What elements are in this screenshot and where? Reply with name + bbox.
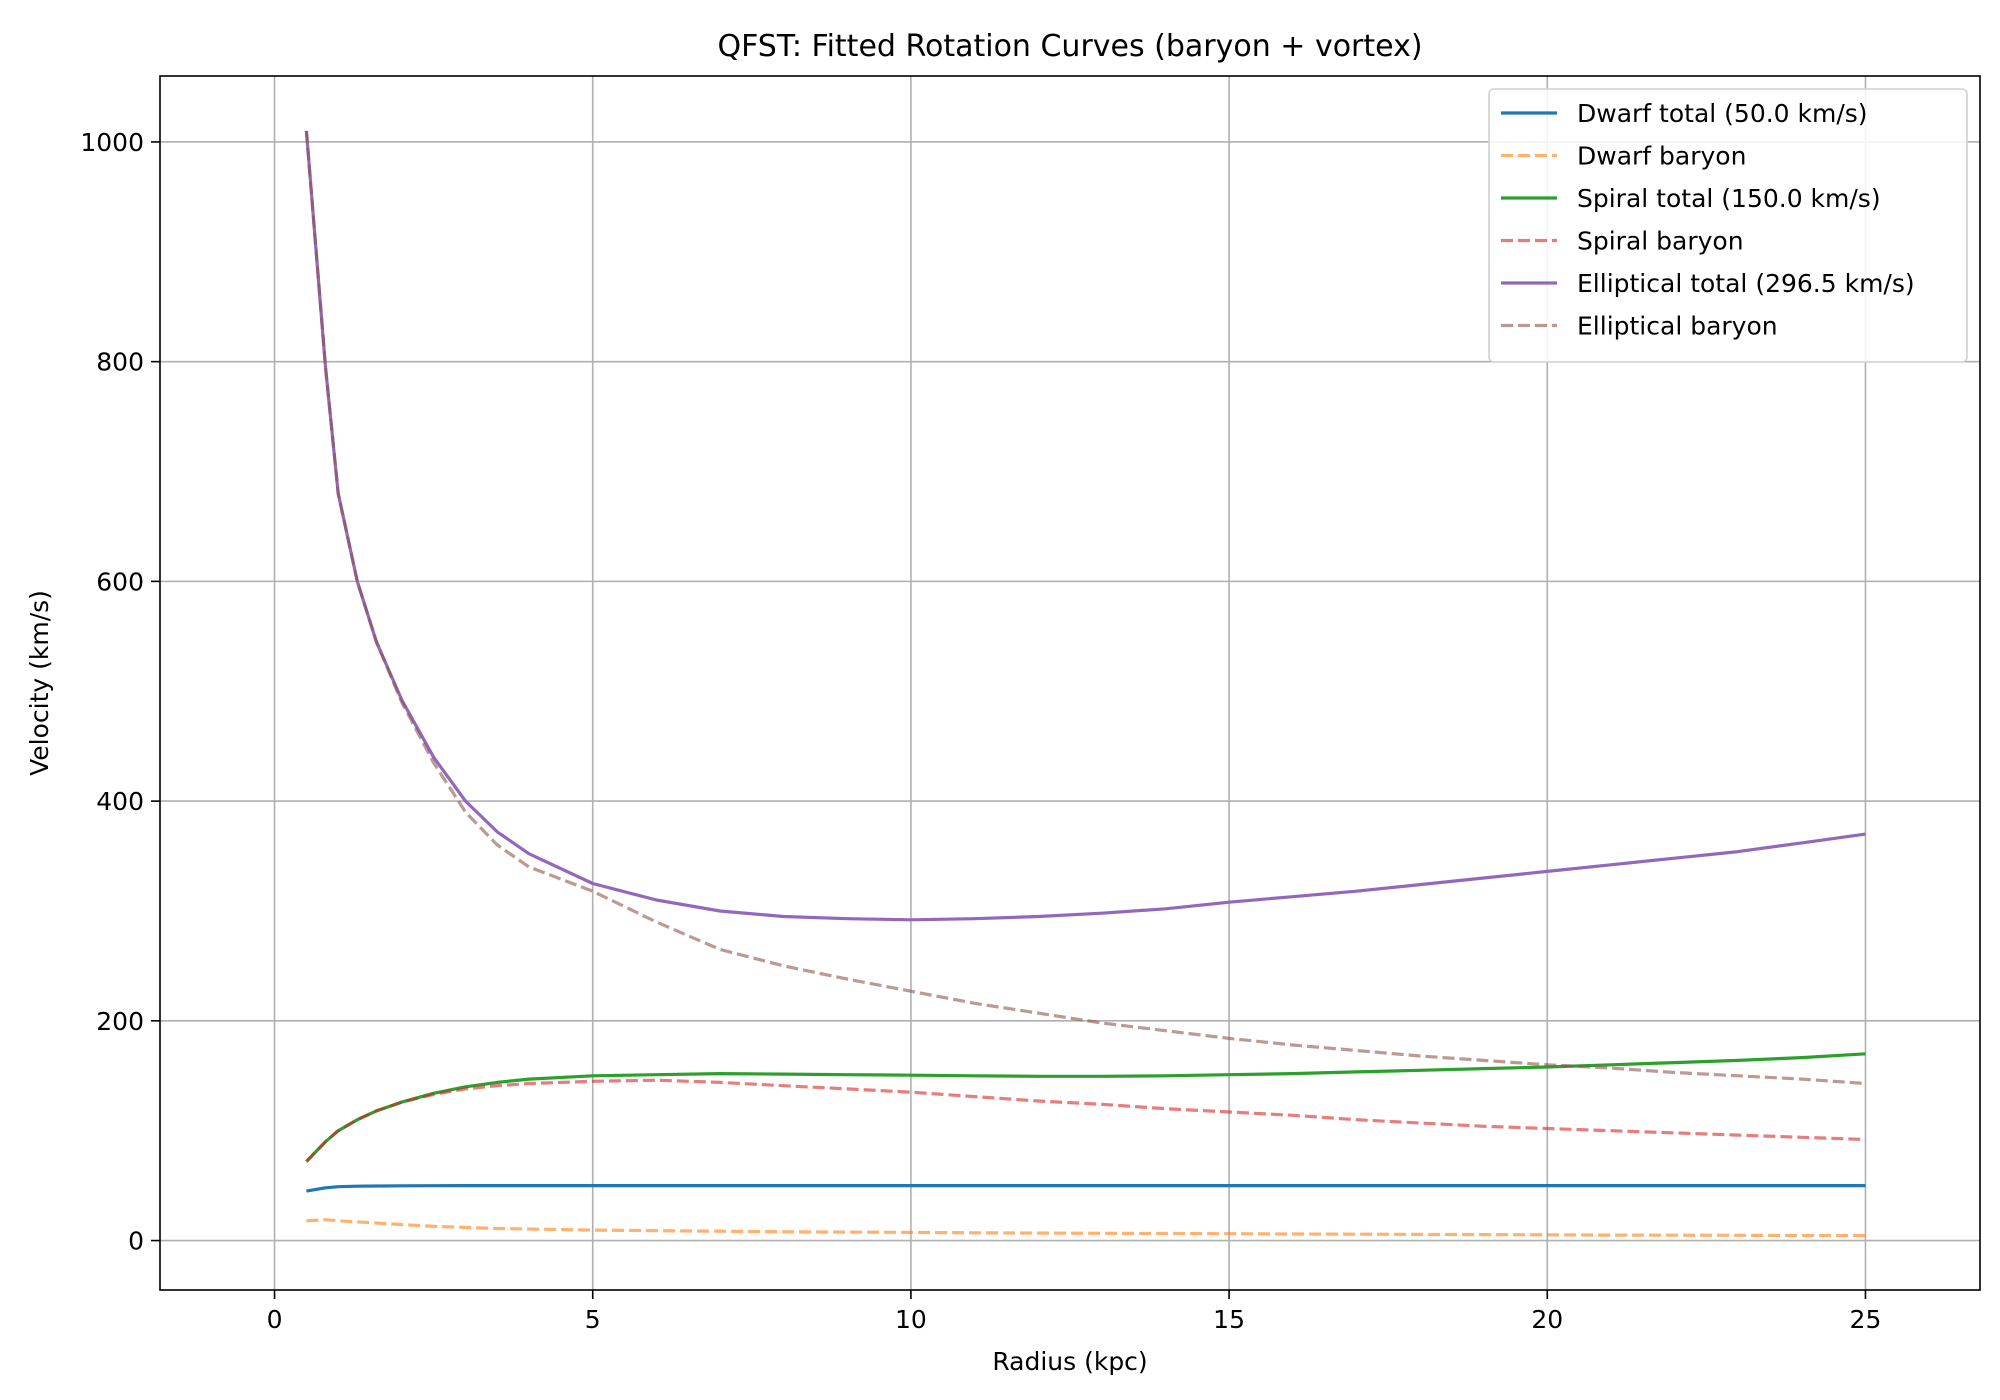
series-lines xyxy=(304,130,1866,1238)
y-axis-ticks: 0 200 400 600 800 1000 xyxy=(80,128,160,1256)
series-line-2 xyxy=(305,1052,1866,1163)
y-tick-label: 800 xyxy=(96,348,144,377)
legend-entry-label: Spiral baryon xyxy=(1577,227,1744,256)
legend-entry-label: Dwarf baryon xyxy=(1577,142,1746,171)
x-tick-label: 25 xyxy=(1850,1305,1882,1334)
plot-frame xyxy=(159,75,1981,1291)
x-tick-label: 10 xyxy=(895,1305,927,1334)
y-tick-label: 600 xyxy=(96,567,144,596)
x-axis-ticks: 0 5 10 15 20 25 xyxy=(267,1290,1882,1334)
legend-entry-label: Dwarf total (50.0 km/s) xyxy=(1577,99,1868,128)
y-tick-label: 0 xyxy=(128,1227,144,1256)
x-tick-label: 20 xyxy=(1531,1305,1563,1334)
legend-entry-label: Elliptical total (296.5 km/s) xyxy=(1577,269,1915,298)
series-line-0 xyxy=(306,1183,1866,1193)
legend-box xyxy=(1488,88,1968,363)
x-axis-label: Radius (kpc) xyxy=(992,1347,1147,1376)
series-line-1 xyxy=(306,1218,1866,1238)
x-tick-label: 15 xyxy=(1213,1305,1245,1334)
x-tick-label: 0 xyxy=(267,1305,283,1334)
y-tick-label: 1000 xyxy=(80,128,144,157)
series-line-5 xyxy=(304,130,1866,1086)
legend-entry-label: Elliptical baryon xyxy=(1577,312,1778,341)
legend: Dwarf total (50.0 km/s) Dwarf baryon Spira… xyxy=(1488,88,1968,363)
y-tick-label: 400 xyxy=(96,787,144,816)
series-line-3 xyxy=(305,1078,1866,1163)
y-axis-label: Velocity (km/s) xyxy=(25,590,54,776)
y-tick-label: 200 xyxy=(96,1007,144,1036)
x-tick-label: 5 xyxy=(585,1305,601,1334)
legend-entry-label: Spiral total (150.0 km/s) xyxy=(1577,184,1881,213)
chart-title: QFST: Fitted Rotation Curves (baryon + v… xyxy=(717,29,1422,64)
